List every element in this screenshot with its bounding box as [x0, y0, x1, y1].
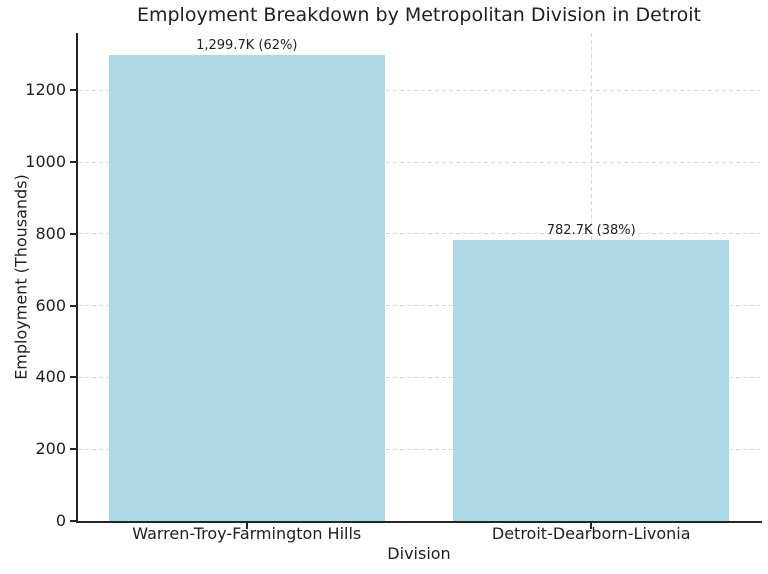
- x-axis-spine: [76, 521, 762, 523]
- gridline-y-800: [78, 233, 760, 235]
- gridline-y-600: [78, 305, 760, 307]
- y-tick-label-1000: 1000: [25, 152, 66, 172]
- y-tick-200: [70, 448, 76, 451]
- bar-value-label-warren-troy-farmington-hills: 1,299.7K (62%): [196, 37, 298, 53]
- y-tick-1000: [70, 161, 76, 164]
- chart-title: Employment Breakdown by Metropolitan Div…: [136, 4, 702, 26]
- y-tick-400: [70, 376, 76, 379]
- y-tick-1200: [70, 89, 76, 92]
- gridline-y-1000: [78, 161, 760, 163]
- bar-value-label-detroit-dearborn-livonia: 782.7K (38%): [546, 223, 636, 239]
- bar-detroit-dearborn-livonia: [453, 240, 729, 521]
- y-tick-label-200: 200: [35, 439, 66, 459]
- gridline-y-400: [78, 376, 760, 378]
- bar-warren-troy-farmington-hills: [109, 54, 385, 521]
- x-tick-0: [245, 523, 248, 529]
- y-tick-label-800: 800: [35, 223, 66, 243]
- gridline-y-200: [78, 448, 760, 450]
- y-tick-800: [70, 232, 76, 235]
- y-tick-label-0: 0: [55, 511, 66, 530]
- y-axis-label: Employment (Thousands): [11, 174, 31, 380]
- y-tick-label-1200: 1200: [25, 80, 66, 100]
- y-tick-0: [70, 520, 76, 522]
- x-tick-1: [590, 523, 593, 529]
- x-tick-label-warren-troy-farmington-hills: Warren-Troy-Farmington Hills: [132, 524, 362, 543]
- y-tick-label-600: 600: [35, 295, 66, 315]
- y-tick-label-400: 400: [35, 367, 66, 387]
- gridline-y-1200: [78, 89, 760, 91]
- x-axis-label: Division: [387, 544, 451, 563]
- y-tick-600: [70, 304, 76, 307]
- y-axis-spine: [76, 33, 78, 523]
- x-tick-label-detroit-dearborn-livonia: Detroit-Dearborn-Livonia: [491, 524, 691, 543]
- plot-area: [78, 33, 760, 521]
